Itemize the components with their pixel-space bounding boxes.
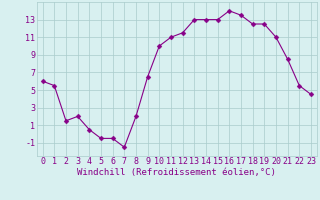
X-axis label: Windchill (Refroidissement éolien,°C): Windchill (Refroidissement éolien,°C) bbox=[77, 168, 276, 177]
